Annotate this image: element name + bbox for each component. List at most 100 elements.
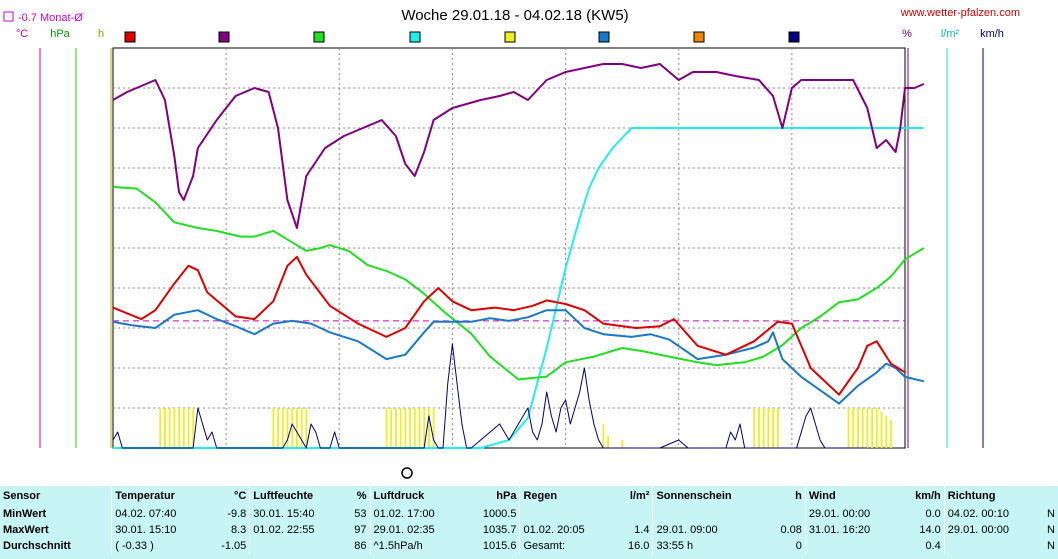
sunshine-bar <box>281 408 284 448</box>
sunshine-bar <box>602 424 605 448</box>
stats-value-cell: -1.05 <box>221 540 247 552</box>
stats-value-cell: 14.0 <box>919 524 941 536</box>
stats-cell: MaxWert <box>3 524 49 536</box>
unit-pct: % <box>902 28 912 40</box>
stats-value-cell <box>103 522 112 538</box>
header-cell: Temperatur <box>111 486 206 506</box>
header-cell: Luftdruck <box>369 486 465 506</box>
now-marker-icon <box>401 467 413 479</box>
sunshine-bars <box>159 408 892 448</box>
stats-row: MaxWert 30.01. 15:10 8.3 01.02. 22:55 97 29.0… <box>0 522 1058 538</box>
sunshine-bar <box>404 408 407 448</box>
stats-value-cell: -9.8 <box>227 508 247 520</box>
sunshine-bar <box>852 408 855 448</box>
stats-cell: Gesamt: <box>519 538 615 554</box>
sunshine-bar <box>432 408 435 448</box>
stats-cell: 29.01. 00:00 <box>943 522 1039 538</box>
stats-value-cell: 1.4 <box>634 524 650 536</box>
stats-value-cell: 53 <box>354 508 367 520</box>
series-line-regen <box>113 127 924 449</box>
unit-hpa: hPa <box>50 28 70 40</box>
unit-kmh: km/h <box>980 28 1004 40</box>
stats-cell: 31.01. 16:20 <box>804 522 900 538</box>
stats-cell <box>943 538 1039 554</box>
header-cell: Regen <box>519 486 615 506</box>
series-line-windböen <box>112 343 868 449</box>
weather-chart: Woche 29.01.18 - 04.02.18 (KW5) www.wett… <box>3 7 1020 479</box>
stats-value-cell: 1035.7 <box>482 524 517 536</box>
header-unit-cell: h <box>795 490 802 502</box>
chart-title: Woche 29.01.18 - 04.02.18 (KW5) <box>401 7 628 24</box>
stats-cell: 29.01. 09:00 <box>652 522 767 538</box>
site-url[interactable]: www.wetter-pfalzen.com <box>900 7 1020 19</box>
series-line-temperatur <box>112 255 906 396</box>
stats-cell: MinWert <box>3 508 47 520</box>
series-line-luftfeuchte <box>112 63 925 229</box>
stats-cell: 01.02. 20:05 <box>519 522 615 538</box>
stats-value-cell: 0 <box>795 540 802 552</box>
stats-value-cell: 0.0 <box>925 508 941 520</box>
stats-value-cell: N <box>1047 524 1055 536</box>
stats-cell: 33:55 h <box>652 538 767 554</box>
sunshine-bar <box>428 408 430 448</box>
sunshine-bar <box>885 416 888 448</box>
sunshine-bar <box>871 408 873 448</box>
stats-header-row: Sensor Temperatur °C Luftfeuchte% Luftdruck h… <box>0 486 1058 506</box>
sunshine-bar <box>772 408 774 448</box>
axes <box>39 48 984 448</box>
stats-value-cell: 1000.5 <box>482 508 517 520</box>
sunshine-bar <box>890 420 892 448</box>
unit-temp: °C <box>16 28 28 40</box>
stats-row: Durchschnitt ( -0.33 ) -1.05 86 ^1.5hPa/h 101… <box>0 538 1058 554</box>
header-unit-cell: km/h <box>915 490 941 502</box>
legend-swatch <box>313 31 325 43</box>
monthavg-icon <box>3 11 14 22</box>
stats-value-cell <box>103 538 112 554</box>
stats-cell <box>804 538 900 554</box>
stats-value-cell: N <box>1047 540 1055 552</box>
legend-swatch <box>409 31 421 43</box>
stats-row: MinWert 04.02. 07:40 -9.8 30.01. 15:40 53 01.… <box>0 506 1058 522</box>
sunshine-bar <box>168 408 171 448</box>
sunshine-bar <box>300 408 303 448</box>
grid <box>113 48 905 448</box>
stats-value-cell: 86 <box>354 540 367 552</box>
stats-cell <box>652 506 767 522</box>
sunshine-bar <box>423 408 426 448</box>
sunshine-bar <box>286 408 289 448</box>
sunshine-bar <box>399 408 402 448</box>
stats-value-cell <box>103 506 112 522</box>
sunshine-bar <box>875 408 878 448</box>
stats-table: Sensor Temperatur °C Luftfeuchte% Luftdruck h… <box>0 486 1058 554</box>
header-cell: Luftfeuchte <box>249 486 344 506</box>
sunshine-bar <box>187 408 190 448</box>
sunshine-bar <box>395 408 397 448</box>
legend-swatch <box>598 31 610 43</box>
monthavg-label: -0.7 Monat-Ø <box>18 12 83 24</box>
sunshine-bar <box>277 408 279 448</box>
stats-cell: ^1.5hPa/h <box>369 538 465 554</box>
header-cell: Richtung <box>943 486 1039 506</box>
sunshine-bar <box>762 408 765 448</box>
sunshine-bar <box>305 408 308 448</box>
sunshine-bar <box>173 408 176 448</box>
stats-cell: ( -0.33 ) <box>111 538 206 554</box>
stats-cell <box>249 538 344 554</box>
legend-swatch <box>218 31 230 43</box>
series-line-luftdruck <box>112 185 925 381</box>
sunshine-bar <box>164 408 166 448</box>
stats-cell: 29.01. 00:00 <box>804 506 900 522</box>
stats-cell <box>519 506 615 522</box>
series-line-taupunkt <box>112 309 925 405</box>
stats-value-cell: 8.3 <box>231 524 247 536</box>
header-unit-cell <box>103 486 112 506</box>
sunshine-bar <box>296 408 298 448</box>
sunshine-bar <box>857 408 859 448</box>
sunshine-bar <box>385 408 388 448</box>
stats-cell: 29.01. 02:35 <box>369 522 465 538</box>
header-unit-cell: hPa <box>496 490 517 502</box>
stats-cell: 04.02. 00:10 <box>943 506 1039 522</box>
sunshine-bar <box>607 436 609 448</box>
sunshine-bar <box>409 408 411 448</box>
stats-cell: 04.02. 07:40 <box>111 506 206 522</box>
